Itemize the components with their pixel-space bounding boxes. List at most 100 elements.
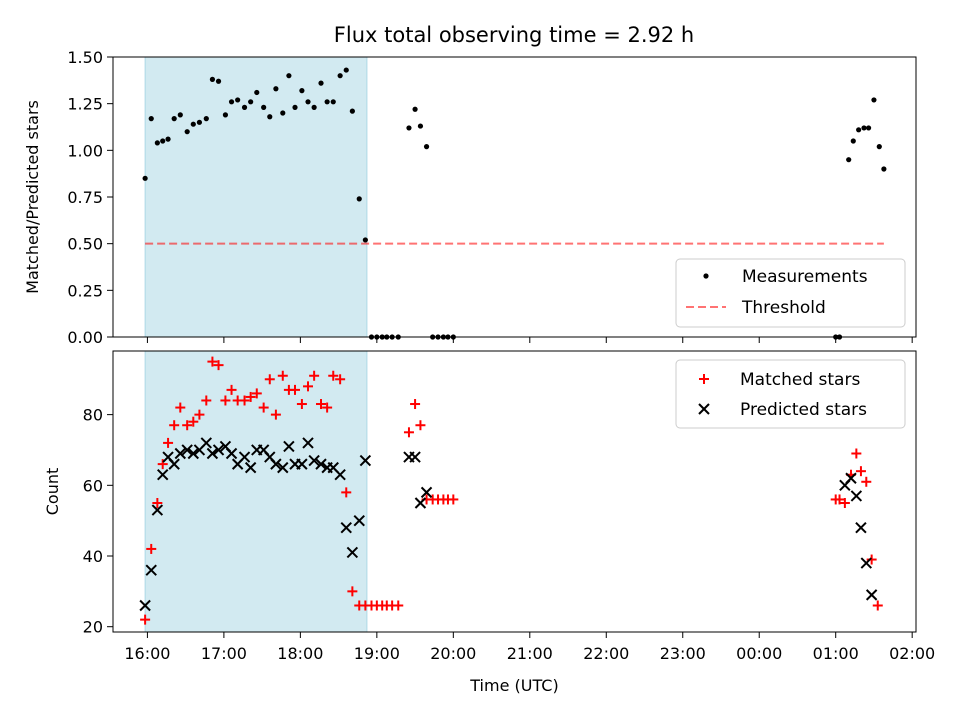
bottom-y-ticks: 20 40 60 80 [83,406,113,637]
matched-star-point [410,399,421,410]
measurement-point [160,138,166,144]
x-axis-label: Time (UTC) [469,676,558,695]
predicted-star-point [181,444,193,456]
measurement-point [356,196,362,202]
measurement-point [228,99,235,105]
bottom-panel: 20 40 60 80 16:00 17:00 18:00 19:00 20:00 21:00 2… [43,350,935,695]
matched-star-point [303,381,314,392]
measurement-point [850,138,856,144]
measurement-point [881,166,887,172]
measurement-point [349,108,355,114]
matched-star-point [239,395,250,406]
matched-star-point [175,402,186,413]
matched-star-point [220,395,231,406]
count-points [139,356,883,625]
measurement-point [337,73,343,79]
measurement-point [203,116,209,122]
bottom-axes-frame [112,350,917,633]
predicted-star-point [359,454,372,467]
matched-star-point [245,391,256,402]
measurement-point [273,86,279,92]
y-tick-label: 20 [83,618,103,637]
x-tick-label: 19:00 [354,644,400,663]
legend-frame [675,258,906,328]
predicted-star-point [850,490,863,502]
predicted-star-point [238,451,251,463]
measurement-point [311,104,317,110]
measurement-point [856,127,862,133]
legend-matched-marker [699,374,709,384]
measurement-point [261,104,267,110]
matched-star-point [226,384,237,395]
measurement-point [235,97,241,103]
measurement-point [184,129,190,135]
matched-star-point [163,437,174,448]
legend-label: Measurements [742,267,868,287]
predicted-star-point [139,599,151,612]
matched-star-point [322,402,333,413]
matched-star-point [258,402,269,413]
x-tick-label: 02:00 [889,644,935,663]
matched-star-point [290,384,301,395]
measurement-point [861,125,867,131]
predicted-star-point [315,458,327,470]
predicted-star-point [334,469,346,481]
x-tick-label: 20:00 [430,644,476,663]
legend-label: Threshold [741,298,826,318]
measurement-point [215,78,222,84]
matched-star-point [146,543,157,554]
predicted-star-point [409,451,421,463]
top-y-axis-label: Matched/Predicted stars [23,100,42,294]
measurement-point [254,89,260,96]
bottom-legend: Matched stars Predicted stars [675,359,906,429]
top-y-ticks: 0.00 0.25 0.50 0.75 1.00 1.25 1.50 [67,48,113,347]
matched-star-point [201,395,212,406]
y-tick-label: 0.50 [67,235,103,254]
x-tick-label: 18:00 [277,644,323,663]
measurement-point [190,121,196,127]
predicted-star-point [145,564,157,576]
top-panel: 0.00 0.25 0.50 0.75 1.00 1.25 1.50 Matched/Pre… [23,48,917,347]
matched-star-point [264,374,275,385]
measurement-point [305,99,311,105]
predicted-star-point [855,522,867,534]
predicted-star-point [420,486,433,499]
predicted-star-point [187,447,200,460]
matched-star-point [188,416,199,427]
measurement-point [267,114,273,120]
measurement-point [299,88,305,94]
predicted-star-point [151,504,164,516]
predicted-star-point [270,458,282,470]
bottom-x-ticks: 16:00 17:00 18:00 19:00 20:00 21:00 22:00 23:00… [124,632,935,663]
measurement-point [417,123,424,129]
predicted-star-point [340,522,352,534]
measurement-point [286,73,292,79]
predicted-star-point [860,557,872,569]
measurement-point [177,112,183,118]
y-tick-label: 0.25 [67,281,103,300]
matched-star-point [251,388,262,399]
top-legend: Measurements Threshold [675,258,906,328]
measurement-point [292,104,298,110]
predicted-star-point [302,437,314,449]
x-tick-label: 21:00 [507,644,553,663]
matched-star-point [152,497,163,508]
matched-star-point [316,399,327,410]
measurement-point [412,106,418,112]
x-tick-label: 17:00 [201,644,247,663]
matched-star-point [309,370,320,381]
measurement-point [318,80,324,86]
y-tick-label: 0.75 [67,188,103,207]
matched-star-point [182,420,193,431]
y-tick-label: 1.50 [67,48,103,67]
predicted-star-point [346,546,359,559]
predicted-star-point [845,472,857,484]
measurement-point [248,99,254,105]
matched-star-point [403,427,414,438]
matched-star-point [213,360,224,371]
measurement-point [423,144,430,150]
measurement-point [196,119,203,125]
x-tick-label: 23:00 [660,644,706,663]
matched-star-point [207,356,218,367]
predicted-star-point [244,461,257,474]
